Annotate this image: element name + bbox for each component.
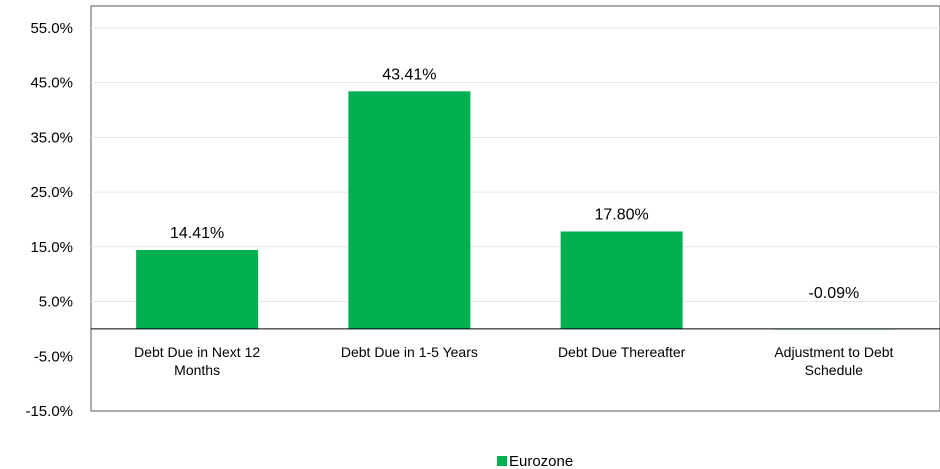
data-labels: 14.41% 43.41% 17.80% -0.09% [170,66,859,302]
y-tick-label: -5.0% [34,348,73,365]
category-label: Schedule [805,362,864,378]
bar [560,231,683,329]
plot-frame [90,5,940,412]
bar [136,250,259,329]
data-label: -0.09% [809,285,860,302]
data-label: 14.41% [170,225,224,242]
y-tick-label: 45.0% [30,75,73,92]
category-labels: Debt Due in Next 12 Months Debt Due in 1-5… [134,344,893,378]
y-tick-label: 5.0% [39,294,73,311]
category-label: Months [174,362,220,378]
y-tick-label: 25.0% [30,184,73,201]
legend: Eurozone [497,453,573,469]
category-label: Debt Due in 1-5 Years [341,344,478,360]
category-label: Adjustment to Debt [774,344,893,360]
y-tick-label: -15.0% [25,403,73,420]
y-axis-ticks: 55.0% 45.0% 35.0% 25.0% 15.0% 5.0% -5.0% -15.0% [25,20,73,420]
legend-swatch [497,456,507,466]
y-tick-label: 35.0% [30,129,73,146]
category-label: Debt Due in Next 12 [134,344,260,360]
bars [136,91,895,330]
category-label: Debt Due Thereafter [558,344,686,360]
legend-label: Eurozone [509,453,573,469]
data-label: 43.41% [382,66,436,83]
y-tick-label: 55.0% [30,20,73,37]
y-tick-label: 15.0% [30,239,73,256]
bar [348,91,471,329]
data-label: 17.80% [594,206,648,223]
